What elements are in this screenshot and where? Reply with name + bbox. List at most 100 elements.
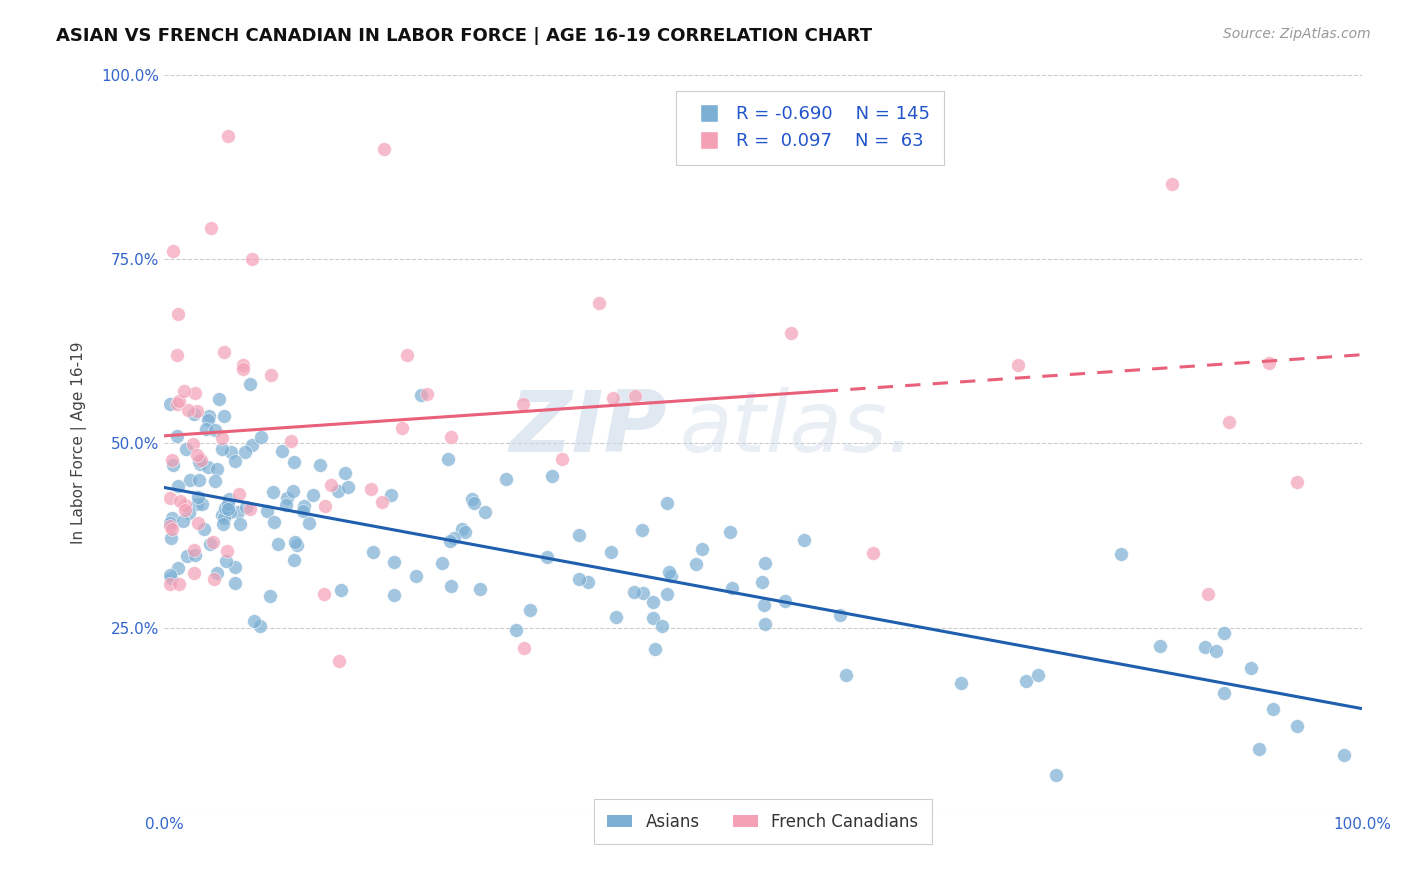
Point: [328, 483, 350, 498]
Point: [630, 523, 652, 537]
Point: [166, 396, 188, 410]
Point: [651, 619, 673, 633]
Point: [283, 553, 305, 567]
Point: [1015, 673, 1038, 688]
Point: [166, 561, 188, 575]
Point: [217, 502, 239, 516]
Point: [949, 676, 972, 690]
Point: [172, 514, 194, 528]
Point: [274, 498, 297, 512]
Point: [439, 533, 461, 548]
Point: [224, 576, 246, 591]
Point: [292, 504, 315, 518]
Point: [256, 504, 278, 518]
Point: [200, 221, 222, 235]
Point: [1333, 747, 1355, 762]
Point: [207, 566, 229, 580]
Point: [461, 491, 484, 506]
Point: [166, 429, 188, 443]
Text: ASIAN VS FRENCH CANADIAN IN LABOR FORCE | AGE 16-19 CORRELATION CHART: ASIAN VS FRENCH CANADIAN IN LABOR FORCE …: [56, 27, 872, 45]
Point: [259, 589, 281, 603]
Point: [752, 599, 775, 613]
Point: [405, 569, 427, 583]
Point: [658, 566, 681, 580]
Point: [187, 490, 209, 504]
Point: [623, 585, 645, 599]
Point: [232, 358, 254, 372]
Point: [298, 516, 321, 531]
Point: [690, 541, 713, 556]
Point: [211, 442, 233, 456]
Point: [176, 549, 198, 564]
Point: [174, 503, 197, 517]
Point: [1028, 667, 1050, 681]
Point: [644, 642, 666, 657]
Point: [162, 522, 184, 536]
Point: [177, 403, 200, 417]
Text: ZIP: ZIP: [509, 387, 668, 470]
Point: [159, 567, 181, 582]
Point: [214, 511, 236, 525]
Point: [440, 579, 463, 593]
Point: [1258, 356, 1281, 370]
Point: [512, 397, 534, 411]
Point: [370, 495, 392, 509]
Point: [568, 528, 591, 542]
Point: [409, 388, 432, 402]
Point: [183, 407, 205, 421]
Point: [329, 583, 352, 598]
Point: [576, 575, 599, 590]
Point: [159, 491, 181, 506]
Point: [212, 516, 235, 531]
Point: [217, 544, 239, 558]
Point: [1007, 359, 1029, 373]
Point: [167, 478, 190, 492]
Point: [321, 478, 343, 492]
Point: [186, 448, 208, 462]
Point: [201, 535, 224, 549]
Point: [280, 434, 302, 449]
Point: [655, 587, 678, 601]
Point: [328, 654, 350, 668]
Point: [568, 572, 591, 586]
Point: [197, 409, 219, 423]
Point: [187, 516, 209, 530]
Point: [361, 544, 384, 558]
Point: [190, 496, 212, 510]
Point: [212, 345, 235, 359]
Point: [197, 412, 219, 426]
Point: [380, 487, 402, 501]
Point: [1149, 639, 1171, 653]
Point: [605, 610, 627, 624]
Point: [440, 430, 463, 444]
Point: [1285, 475, 1308, 489]
Point: [160, 571, 183, 585]
Point: [188, 473, 211, 487]
Point: [624, 389, 647, 403]
Point: [193, 522, 215, 536]
Point: [204, 474, 226, 488]
Point: [186, 403, 208, 417]
Point: [271, 443, 294, 458]
Point: [188, 458, 211, 472]
Point: [160, 511, 183, 525]
Point: [657, 496, 679, 510]
Point: [495, 472, 517, 486]
Point: [337, 480, 360, 494]
Point: [1109, 547, 1132, 561]
Point: [262, 485, 284, 500]
Point: [751, 574, 773, 589]
Point: [602, 391, 624, 405]
Point: [205, 461, 228, 475]
Point: [309, 458, 332, 472]
Point: [519, 603, 541, 617]
Point: [1240, 661, 1263, 675]
Point: [167, 307, 190, 321]
Point: [219, 445, 242, 459]
Point: [184, 549, 207, 563]
Point: [204, 423, 226, 437]
Point: [536, 550, 558, 565]
Point: [754, 556, 776, 570]
Point: [159, 397, 181, 411]
Point: [540, 468, 562, 483]
